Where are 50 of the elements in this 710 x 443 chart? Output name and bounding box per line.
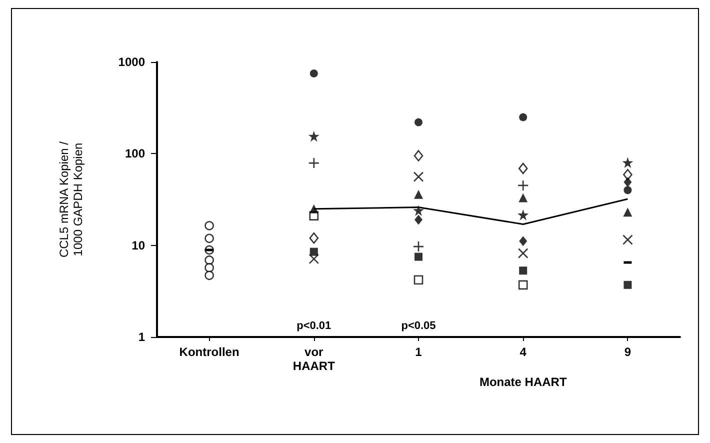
point [204,270,214,280]
point [622,157,634,168]
annotation: p<0.05 [401,320,436,332]
point [518,280,528,290]
x-tick-label: 1 [415,345,422,359]
point [204,255,214,265]
point [414,190,423,199]
point [518,248,528,258]
point [308,130,320,142]
point [519,266,528,275]
point [413,204,424,216]
point [204,263,214,272]
point [309,204,318,214]
point [623,208,632,217]
point [412,240,424,252]
x-tick-label: vor HAART [292,345,336,373]
x-tick-label: Kontrollen [179,345,240,359]
point [413,172,424,182]
point [308,157,320,169]
point [623,169,632,180]
y-tick-label: 10 [132,238,146,252]
point [624,177,632,188]
point [518,193,528,202]
point [517,180,529,192]
x-axis-title: Monate HAART [479,375,568,389]
point [308,254,320,264]
point [414,118,422,126]
point [518,162,528,174]
y-tick-label: 100 [124,146,146,161]
y-tick-label: 1 [138,330,146,344]
point [310,248,318,256]
point [414,252,422,261]
x-tick-label: 4 [520,345,527,359]
point [414,214,422,225]
point [519,236,528,246]
point [624,280,632,289]
point [310,69,318,78]
point [309,232,319,244]
point [204,220,214,230]
point [624,186,632,194]
point [204,234,214,244]
annotation: p<0.01 [296,320,332,332]
point [622,234,633,245]
y-axis-title: CCL5 mRNA Kopien / 1000 GAPDH Kopien [57,140,85,258]
point [519,113,528,122]
y-tick-label: 1000 [118,55,146,69]
point [414,150,424,162]
x-tick-label: 9 [624,345,632,359]
point [414,275,424,285]
point [518,209,529,220]
